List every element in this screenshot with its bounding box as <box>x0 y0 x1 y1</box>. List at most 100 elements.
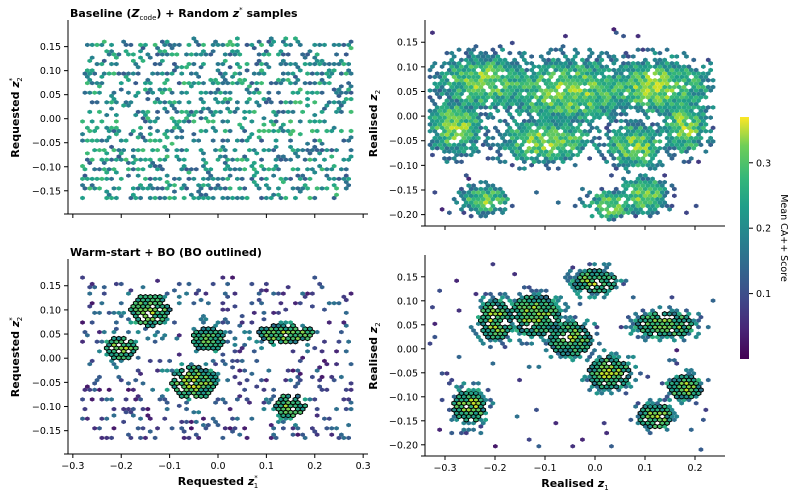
hex-bin <box>278 176 284 181</box>
hex-bin <box>609 57 614 63</box>
hex-bin <box>213 128 218 134</box>
hex-bin <box>684 367 689 373</box>
hex-bin <box>215 87 221 92</box>
hex-bin <box>473 84 479 90</box>
hex-bin <box>633 84 638 90</box>
hex-bin <box>623 84 629 90</box>
hex-bin <box>669 156 675 161</box>
hex-bin <box>587 262 592 267</box>
hex-bin <box>529 156 534 161</box>
hex-bin <box>230 49 235 54</box>
hex-bin <box>87 77 93 83</box>
hex-bin <box>594 125 600 131</box>
hex-bin <box>447 122 452 127</box>
hex-bin <box>652 71 658 76</box>
hex-bin <box>514 328 520 333</box>
hex-bin <box>584 78 590 83</box>
hex-bin <box>502 207 508 212</box>
hex-bin <box>343 52 349 57</box>
hex-bin <box>645 374 651 379</box>
hex-bin <box>111 52 117 57</box>
hex-bin <box>500 88 505 93</box>
hex-bin <box>640 190 646 195</box>
hex-bin <box>667 78 672 83</box>
hex-bin <box>459 105 464 110</box>
hex-bin <box>500 95 505 100</box>
hex-bin <box>524 95 530 100</box>
hex-bin <box>667 98 672 103</box>
hex-bin <box>198 52 204 57</box>
hex-bin <box>696 91 701 97</box>
hex-bin <box>449 91 455 97</box>
hex-bin <box>434 132 440 137</box>
hex-bin <box>529 81 534 86</box>
hex-bin <box>478 50 484 56</box>
hex-bin <box>591 268 598 274</box>
hex-bin <box>621 67 626 73</box>
hex-bin <box>570 145 576 151</box>
hex-bin <box>650 128 655 134</box>
hex-bin <box>439 111 445 117</box>
hex-bin <box>310 128 315 134</box>
hex-bin <box>466 115 472 120</box>
hex-bin <box>222 317 228 322</box>
hex-bin <box>630 354 636 360</box>
hex-bin <box>319 71 325 76</box>
hex-bin <box>587 81 592 86</box>
hex-bin <box>179 362 185 367</box>
hex-bin <box>517 125 522 131</box>
y-tick-label: −0.05 <box>389 136 418 147</box>
hex-bin <box>126 406 131 412</box>
hex-bin <box>681 125 687 131</box>
hex-bin <box>604 207 609 212</box>
hex-bin <box>432 122 438 127</box>
hex-bin <box>616 135 622 141</box>
hex-bin <box>546 118 551 124</box>
hex-bin <box>225 42 230 48</box>
hex-bin <box>618 125 624 131</box>
hex-bin <box>266 186 272 191</box>
hex-bin <box>568 142 573 148</box>
hex-bin <box>155 329 160 335</box>
hex-bin <box>575 111 580 117</box>
hex-bin <box>133 195 139 201</box>
hex-bin <box>167 183 172 188</box>
hex-bin <box>650 101 655 107</box>
hex-bin <box>551 139 556 144</box>
hex-bin <box>483 200 488 205</box>
x-tick-label: 0.3 <box>356 461 371 472</box>
hex-bin <box>317 378 322 383</box>
hex-bin <box>512 139 517 144</box>
hex-bin <box>592 88 597 93</box>
hex-bin <box>621 149 626 154</box>
hex-bin <box>688 128 694 134</box>
hex-bin <box>256 135 262 140</box>
hex-bin <box>99 61 105 67</box>
hex-bin <box>126 90 131 95</box>
hex-bin <box>230 157 235 162</box>
hex-bin <box>456 149 462 154</box>
hex-bin <box>604 265 609 270</box>
hex-bin <box>594 98 600 103</box>
hex-bin <box>674 128 680 134</box>
hex-bin <box>278 81 284 86</box>
hex-bin <box>478 430 484 436</box>
hex-bin <box>497 207 503 212</box>
hex-bin <box>89 138 95 143</box>
hex-bin <box>710 125 716 131</box>
hex-bin <box>698 115 704 120</box>
hex-bin <box>676 64 682 69</box>
hex-bin <box>160 52 165 57</box>
hex-bin <box>451 88 457 93</box>
hex-bin <box>710 298 716 303</box>
hex-bin <box>686 125 692 131</box>
hex-bin <box>235 358 240 364</box>
hex-bin <box>131 406 136 412</box>
hex-bin <box>348 84 354 89</box>
hex-bin <box>548 156 554 161</box>
hex-bin <box>526 132 532 137</box>
hex-bin <box>568 135 573 141</box>
hex-bin <box>596 268 603 274</box>
hex-bin <box>196 183 201 188</box>
hex-bin <box>99 397 105 402</box>
